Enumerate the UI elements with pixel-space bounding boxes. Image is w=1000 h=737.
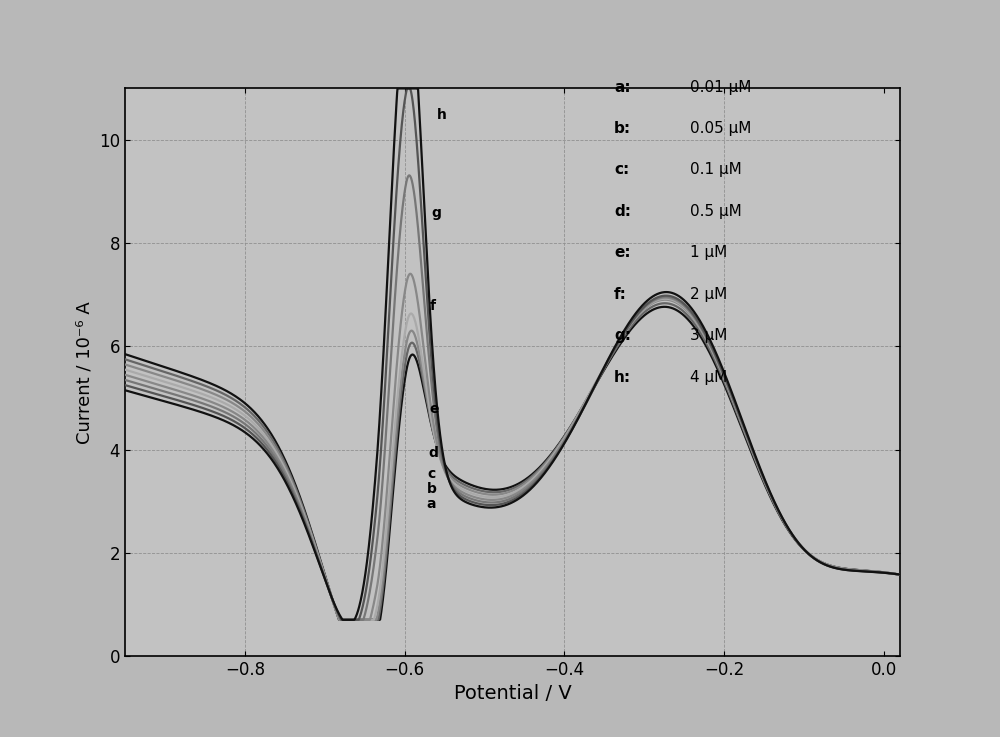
Y-axis label: Current / 10⁻⁶ A: Current / 10⁻⁶ A bbox=[75, 301, 93, 444]
Text: f: f bbox=[430, 299, 436, 313]
Text: g:: g: bbox=[614, 328, 631, 343]
X-axis label: Potential / V: Potential / V bbox=[454, 685, 571, 703]
Text: d:: d: bbox=[614, 204, 631, 219]
Text: f:: f: bbox=[614, 287, 627, 302]
Text: h:: h: bbox=[614, 370, 631, 385]
Text: 0.05 μM: 0.05 μM bbox=[690, 121, 751, 136]
Text: c:: c: bbox=[614, 162, 629, 178]
Text: g: g bbox=[431, 206, 441, 220]
Text: 0.5 μM: 0.5 μM bbox=[690, 204, 741, 219]
Text: d: d bbox=[429, 446, 438, 460]
Text: 4 μM: 4 μM bbox=[690, 370, 727, 385]
Text: b:: b: bbox=[614, 121, 631, 136]
Text: a:: a: bbox=[614, 80, 631, 94]
Text: c: c bbox=[428, 467, 436, 481]
Text: 0.01 μM: 0.01 μM bbox=[690, 80, 751, 94]
Text: 3 μM: 3 μM bbox=[690, 328, 727, 343]
Text: 0.1 μM: 0.1 μM bbox=[690, 162, 741, 178]
Text: b: b bbox=[427, 482, 437, 496]
Text: a: a bbox=[426, 497, 436, 511]
Text: 1 μM: 1 μM bbox=[690, 245, 727, 260]
Text: 2 μM: 2 μM bbox=[690, 287, 727, 302]
Text: h: h bbox=[437, 108, 446, 122]
Text: e:: e: bbox=[614, 245, 631, 260]
Text: e: e bbox=[429, 402, 439, 416]
